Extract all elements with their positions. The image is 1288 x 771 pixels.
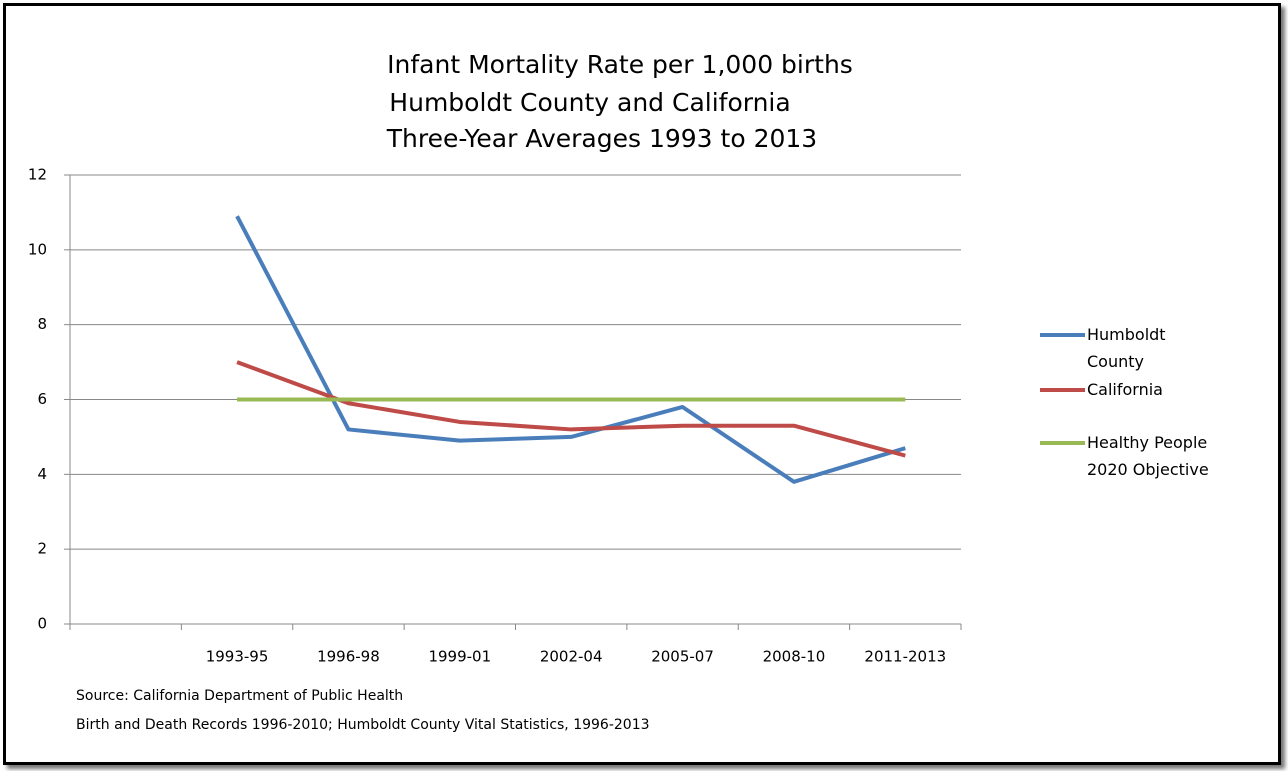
y-tick-label: 6	[37, 390, 47, 408]
y-tick-label: 0	[37, 615, 47, 633]
x-tick-label: 2011-2013	[864, 648, 946, 666]
legend-label: Humboldt County	[1087, 325, 1166, 371]
x-tick-label: 1996-98	[317, 648, 380, 666]
y-tick-label: 2	[37, 540, 47, 558]
legend-label: California	[1087, 380, 1163, 399]
y-tick-label: 8	[37, 315, 47, 333]
y-tick-label: 10	[28, 240, 47, 258]
y-tick-label: 12	[28, 166, 47, 184]
series-line	[235, 215, 906, 484]
x-tick-label: 1993-95	[206, 648, 269, 666]
source-note: Source: California Department of Public …	[76, 688, 403, 704]
y-tick-label: 4	[37, 465, 47, 483]
chart-title: Infant Mortality Rate per 1,000 births	[387, 50, 853, 79]
x-tick-label: 2005-07	[651, 648, 714, 666]
frame	[3, 3, 1281, 765]
x-tick-label: 1999-01	[428, 648, 491, 666]
chart-title: Three-Year Averages 1993 to 2013	[386, 124, 817, 153]
chart-title: Humboldt County and California	[389, 88, 790, 117]
x-tick-label: 2002-04	[540, 648, 603, 666]
x-tick-label: 2008-10	[763, 648, 826, 666]
series-line	[236, 360, 906, 458]
legend-label: Healthy People 2020 Objective	[1087, 433, 1209, 479]
source-note: Birth and Death Records 1996-2010; Humbo…	[76, 717, 650, 733]
